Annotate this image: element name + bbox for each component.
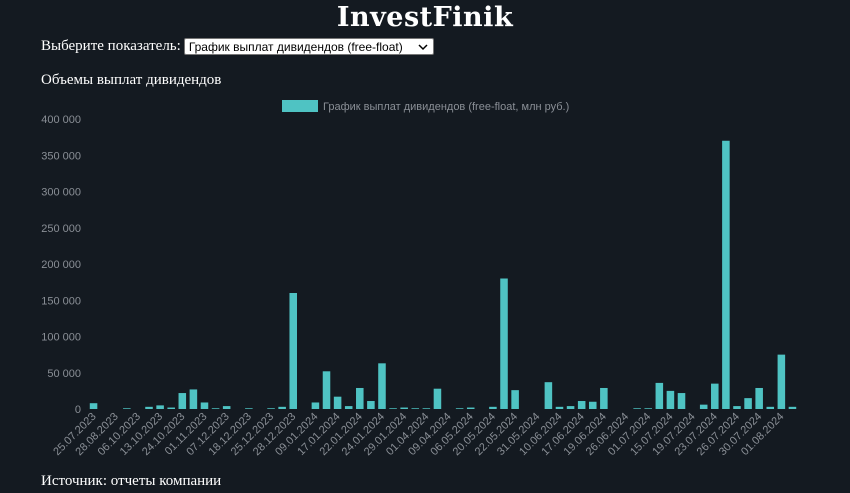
bar[interactable] bbox=[222, 406, 231, 409]
bar[interactable] bbox=[600, 387, 608, 409]
indicator-label: Выберите показатель: bbox=[41, 38, 181, 54]
bar[interactable] bbox=[755, 387, 763, 409]
bar[interactable] bbox=[289, 293, 297, 409]
y-tick-label: 400 000 bbox=[41, 114, 81, 126]
legend-swatch bbox=[282, 100, 318, 112]
bar[interactable] bbox=[777, 354, 786, 410]
section-title: Объемы выплат дивидендов bbox=[41, 72, 222, 88]
bar[interactable] bbox=[655, 382, 664, 409]
dividend-chart: График выплат дивидендов (free-float, мл… bbox=[0, 92, 850, 472]
bar[interactable] bbox=[766, 406, 775, 409]
bar[interactable] bbox=[344, 406, 353, 409]
bar[interactable] bbox=[211, 408, 220, 409]
dividend-chart-svg: График выплат дивидендов (free-float, мл… bbox=[41, 100, 797, 458]
bar[interactable] bbox=[89, 403, 98, 409]
bar[interactable] bbox=[699, 404, 708, 409]
bar[interactable] bbox=[123, 408, 131, 409]
bar[interactable] bbox=[722, 140, 730, 409]
bar[interactable] bbox=[422, 408, 431, 409]
indicator-dropdown[interactable]: График выплат дивидендов (free-float) bbox=[183, 38, 434, 55]
bar[interactable] bbox=[744, 398, 752, 410]
bar[interactable] bbox=[311, 402, 320, 409]
x-axis: 25.07.202328.08.202306.10.202313.10.2023… bbox=[51, 411, 786, 458]
bar[interactable] bbox=[666, 390, 675, 410]
bar[interactable] bbox=[356, 387, 364, 409]
bar[interactable] bbox=[711, 383, 719, 410]
y-tick-label: 250 000 bbox=[41, 223, 81, 235]
y-tick-label: 0 bbox=[75, 404, 81, 416]
bar[interactable] bbox=[555, 406, 564, 409]
y-tick-label: 100 000 bbox=[41, 332, 81, 344]
indicator-selector-row: Выберите показатель: График выплат дивид… bbox=[41, 38, 434, 55]
y-tick-label: 150 000 bbox=[41, 295, 81, 307]
bar[interactable] bbox=[677, 393, 686, 409]
legend-label: График выплат дивидендов (free-float, мл… bbox=[323, 101, 569, 113]
bar[interactable] bbox=[500, 278, 508, 410]
bar[interactable] bbox=[400, 407, 408, 409]
bar[interactable] bbox=[156, 405, 164, 410]
bar[interactable] bbox=[733, 406, 741, 409]
bar[interactable] bbox=[588, 401, 597, 409]
source-note: Источник: отчеты компании bbox=[41, 473, 222, 489]
bar[interactable] bbox=[145, 406, 153, 409]
bar[interactable] bbox=[511, 390, 519, 409]
chart-legend[interactable]: График выплат дивидендов (free-float, мл… bbox=[282, 100, 569, 113]
bar[interactable] bbox=[644, 408, 652, 409]
bar[interactable] bbox=[788, 406, 797, 409]
bar[interactable] bbox=[566, 406, 575, 409]
bar[interactable] bbox=[278, 406, 286, 409]
bar[interactable] bbox=[489, 406, 497, 409]
indicator-dropdown-value: График выплат дивидендов (free-float) bbox=[188, 39, 403, 54]
y-axis: 0 50 000 100 000 150 000 200 000 250 000 300 0… bbox=[41, 114, 81, 416]
y-tick-label: 300 000 bbox=[41, 187, 81, 199]
bar[interactable] bbox=[333, 396, 342, 409]
bar[interactable] bbox=[367, 401, 375, 409]
bar[interactable] bbox=[389, 408, 397, 409]
y-tick-label: 50 000 bbox=[47, 368, 81, 380]
bar[interactable] bbox=[200, 402, 209, 409]
bar[interactable] bbox=[466, 407, 475, 409]
y-tick-label: 350 000 bbox=[41, 150, 81, 162]
bar[interactable] bbox=[267, 408, 275, 409]
bar[interactable] bbox=[455, 408, 464, 409]
bar[interactable] bbox=[633, 408, 641, 409]
bar[interactable] bbox=[322, 371, 331, 409]
bar[interactable] bbox=[544, 382, 553, 409]
bar[interactable] bbox=[411, 408, 420, 409]
bar[interactable] bbox=[378, 363, 386, 409]
bar[interactable] bbox=[178, 393, 187, 409]
bar[interactable] bbox=[433, 388, 442, 409]
chevron-down-icon bbox=[418, 43, 428, 50]
y-tick-label: 200 000 bbox=[41, 259, 81, 271]
site-logo[interactable]: InvestFinik bbox=[336, 2, 514, 33]
bars bbox=[89, 140, 797, 410]
bar[interactable] bbox=[167, 407, 175, 409]
bar[interactable] bbox=[189, 389, 198, 409]
bar[interactable] bbox=[577, 401, 586, 409]
bar[interactable] bbox=[245, 408, 253, 409]
